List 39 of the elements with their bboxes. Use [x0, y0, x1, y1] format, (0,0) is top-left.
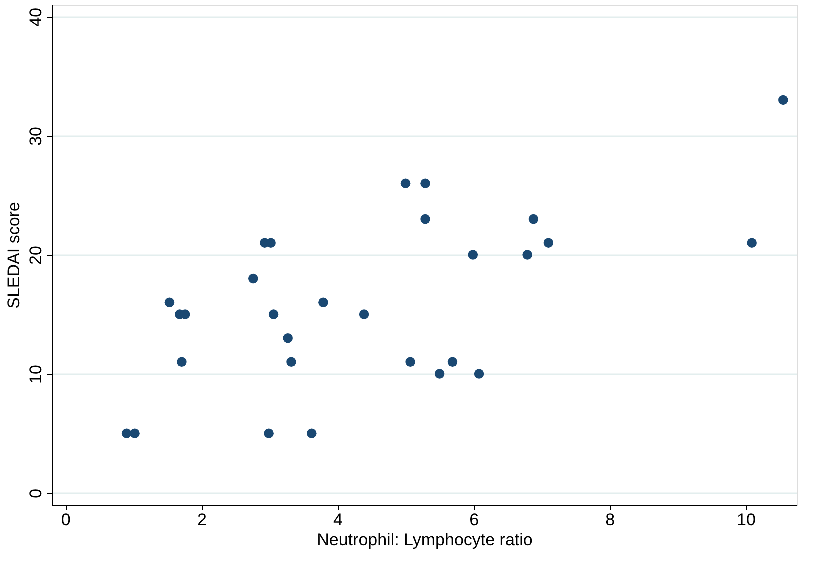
- point: [544, 238, 554, 248]
- point: [420, 214, 430, 224]
- point: [264, 428, 274, 438]
- point: [177, 357, 187, 368]
- point: [164, 298, 175, 308]
- point: [528, 214, 539, 224]
- point: [359, 310, 370, 320]
- point: [248, 274, 258, 284]
- point: [307, 428, 317, 438]
- y-tick-label: 10: [26, 365, 46, 384]
- x-tick-label: 2: [197, 510, 207, 530]
- point: [406, 357, 416, 368]
- point: [268, 310, 279, 320]
- point: [778, 95, 788, 106]
- x-axis-title: Neutrophil: Lymphocyte ratio: [317, 530, 533, 550]
- point: [266, 238, 276, 248]
- y-tick-label: 0: [26, 488, 46, 498]
- y-axis-title: SLEDAI score: [4, 202, 24, 309]
- point: [474, 369, 484, 379]
- y-tick-label: 30: [26, 126, 46, 146]
- point: [130, 428, 140, 438]
- point: [434, 369, 445, 379]
- point: [122, 428, 132, 438]
- x-tick-label: 4: [334, 510, 343, 530]
- point: [283, 333, 293, 344]
- point: [318, 298, 328, 308]
- point: [400, 178, 411, 188]
- point: [747, 238, 757, 248]
- x-tick-label: 0: [61, 510, 71, 530]
- point: [286, 357, 296, 368]
- point: [522, 250, 532, 260]
- x-tick-label: 10: [737, 510, 756, 530]
- x-tick-label: 8: [606, 510, 616, 530]
- point: [468, 250, 478, 260]
- y-tick-label: 40: [26, 8, 46, 27]
- point: [420, 178, 430, 188]
- x-tick-label: 6: [470, 510, 480, 530]
- y-tick-label: 20: [26, 246, 46, 265]
- point: [448, 357, 458, 368]
